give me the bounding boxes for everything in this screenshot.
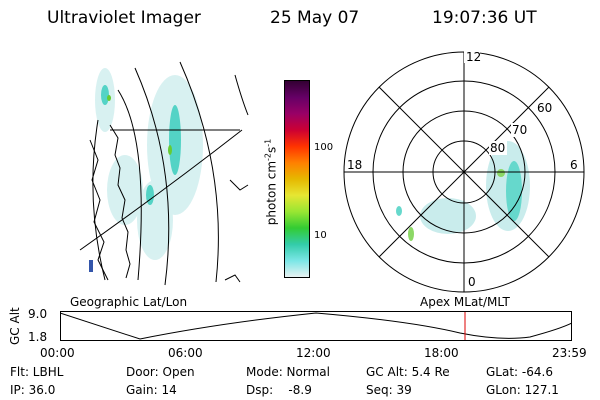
polar-lat-80: 80 xyxy=(490,141,505,155)
time-label: 19:07:36 UT xyxy=(432,8,537,28)
glat-info: GLat: -64.6 xyxy=(486,365,553,379)
app-title: Ultraviolet Imager xyxy=(47,8,201,28)
polar-lat-70: 70 xyxy=(512,123,527,137)
polar-label-12: 12 xyxy=(466,50,481,64)
timeline-xtick-0600: 06:00 xyxy=(168,346,203,360)
geo-coastline xyxy=(89,124,249,283)
apex-map-label: Apex MLat/MLT xyxy=(420,295,510,309)
geo-aurora-cloud xyxy=(95,68,203,260)
filter-info: Flt: LBHL xyxy=(10,365,64,379)
polar-label-0: 0 xyxy=(468,275,476,289)
gc-alt-info: GC Alt: 5.4 Re xyxy=(366,365,450,379)
polar-grid xyxy=(343,51,585,293)
timeline-ytick-high: 9.0 xyxy=(28,307,48,321)
timeline-xtick-1200: 12:00 xyxy=(296,346,331,360)
gain-info: Gain: 14 xyxy=(126,383,177,397)
geo-aurora-bright xyxy=(101,85,181,205)
colorbar-tick-10: 10 xyxy=(314,230,327,241)
ip-info: IP: 36.0 xyxy=(10,383,56,397)
timeline-xtick-0000: 00:00 xyxy=(40,346,75,360)
seq-info: Seq: 39 xyxy=(366,383,412,397)
geographic-image xyxy=(79,61,249,286)
mode-info: Mode: Normal xyxy=(246,365,330,379)
geo-grid xyxy=(79,61,249,286)
altitude-timeline xyxy=(60,311,572,341)
polar-label-18: 18 xyxy=(347,158,362,172)
timeline-xtick-2359: 23:59 xyxy=(552,346,587,360)
timeline-axis-label: GC Alt xyxy=(8,307,22,345)
polar-aurora xyxy=(396,141,530,241)
door-info: Door: Open xyxy=(126,365,195,379)
timeline-ytick-low: 1.8 xyxy=(28,330,48,344)
geo-map-label: Geographic Lat/Lon xyxy=(70,295,188,309)
colorbar-label: photon cm-2s-1 xyxy=(263,138,279,226)
polar-mlt-plot: 12 18 6 0 60 70 80 xyxy=(343,49,585,293)
timeline-xtick-1800: 18:00 xyxy=(424,346,459,360)
colorbar xyxy=(284,80,310,278)
geo-aurora-green xyxy=(107,95,172,155)
dsp-info: Dsp: -8.9 xyxy=(246,383,312,397)
glon-info: GLon: 127.1 xyxy=(486,383,559,397)
polar-lat-60: 60 xyxy=(537,101,552,115)
colorbar-tick-100: 100 xyxy=(314,142,334,153)
geo-land-mark xyxy=(89,260,93,272)
date-label: 25 May 07 xyxy=(270,8,360,28)
polar-label-6: 6 xyxy=(570,158,578,172)
altitude-curve xyxy=(60,312,572,340)
